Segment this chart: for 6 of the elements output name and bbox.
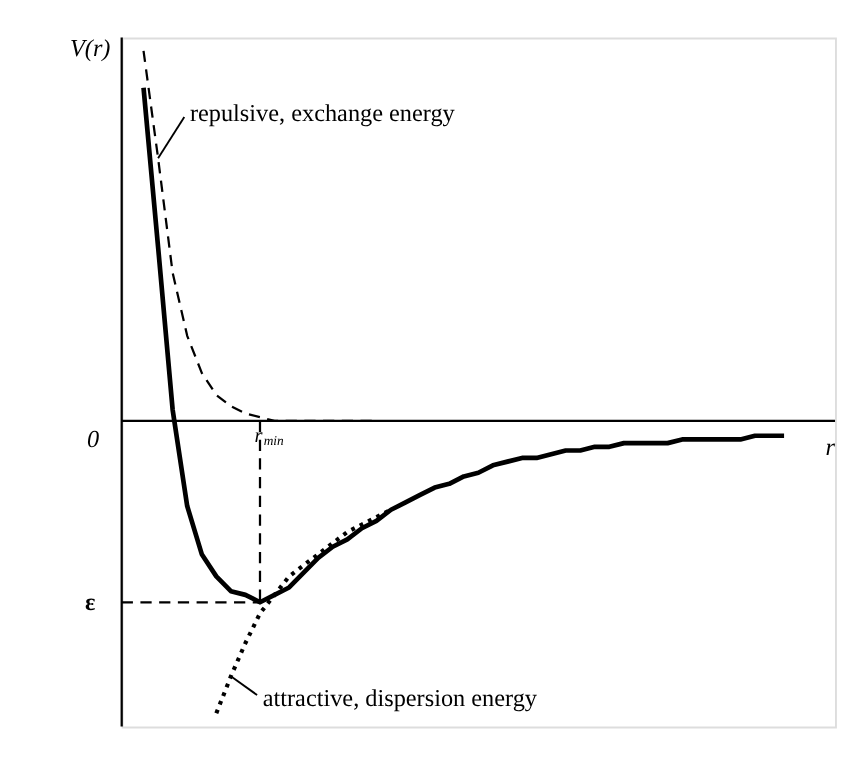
ref-line-label: ε — [85, 587, 96, 616]
x-axis-title: r — [825, 432, 836, 461]
annotation: attractive, dispersion energy — [262, 684, 539, 713]
y-axis-title: V(r) — [69, 34, 111, 63]
text: 0 — [87, 425, 100, 454]
annotation: repulsive, exchange energy — [189, 98, 457, 127]
